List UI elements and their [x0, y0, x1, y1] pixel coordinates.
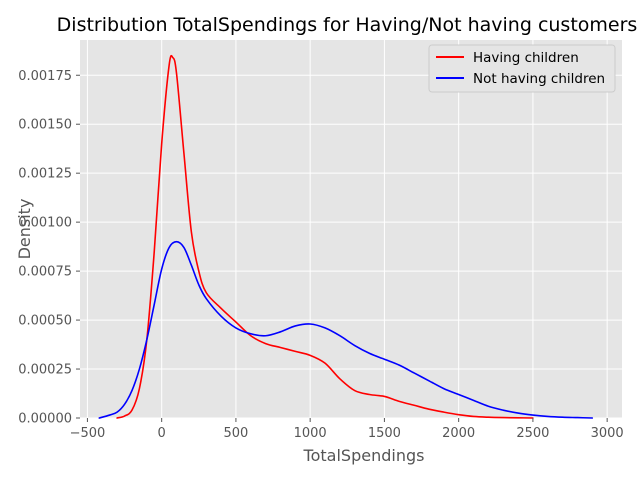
tick-layer: −500 0 500 1000 1500 2000 2500 3000 0.00000 0.000…	[18, 69, 623, 441]
series-line-not-having-children	[98, 240, 594, 419]
chart-title: Distribution TotalSpendings for Having/N…	[57, 14, 638, 36]
y-tick-label: 0.00150	[18, 118, 72, 133]
x-tick-label: 1500	[368, 426, 401, 441]
legend-frame	[428, 44, 616, 93]
x-tick-label: 0	[158, 426, 166, 441]
y-tick-label: 0.00100	[18, 216, 72, 231]
legend: Having children Not having children	[428, 44, 616, 93]
y-tick-label: 0.00000	[18, 412, 72, 427]
grid-layer	[80, 40, 622, 419]
x-tick-label: 3000	[591, 426, 624, 441]
y-tick-label: 0.00125	[18, 167, 72, 182]
x-tick-label: −500	[70, 426, 106, 441]
y-tick-label: 0.00075	[18, 265, 72, 280]
x-tick-label: 2500	[516, 426, 549, 441]
y-axis-label: Density	[15, 199, 34, 260]
y-tick-label: 0.00175	[18, 69, 72, 84]
series-line-having-children	[116, 54, 534, 419]
plot-background	[80, 40, 622, 418]
x-tick-label: 1000	[294, 426, 327, 441]
x-tick-label: 500	[224, 426, 249, 441]
legend-label-having-children: Having children	[473, 50, 579, 66]
series-layer	[98, 54, 594, 419]
legend-label-not-having-children: Not having children	[473, 71, 605, 87]
x-tick-label: 2000	[442, 426, 475, 441]
y-tick-label: 0.00025	[18, 363, 72, 378]
x-axis-label: TotalSpendings	[303, 446, 425, 465]
y-tick-label: 0.00050	[18, 314, 72, 329]
